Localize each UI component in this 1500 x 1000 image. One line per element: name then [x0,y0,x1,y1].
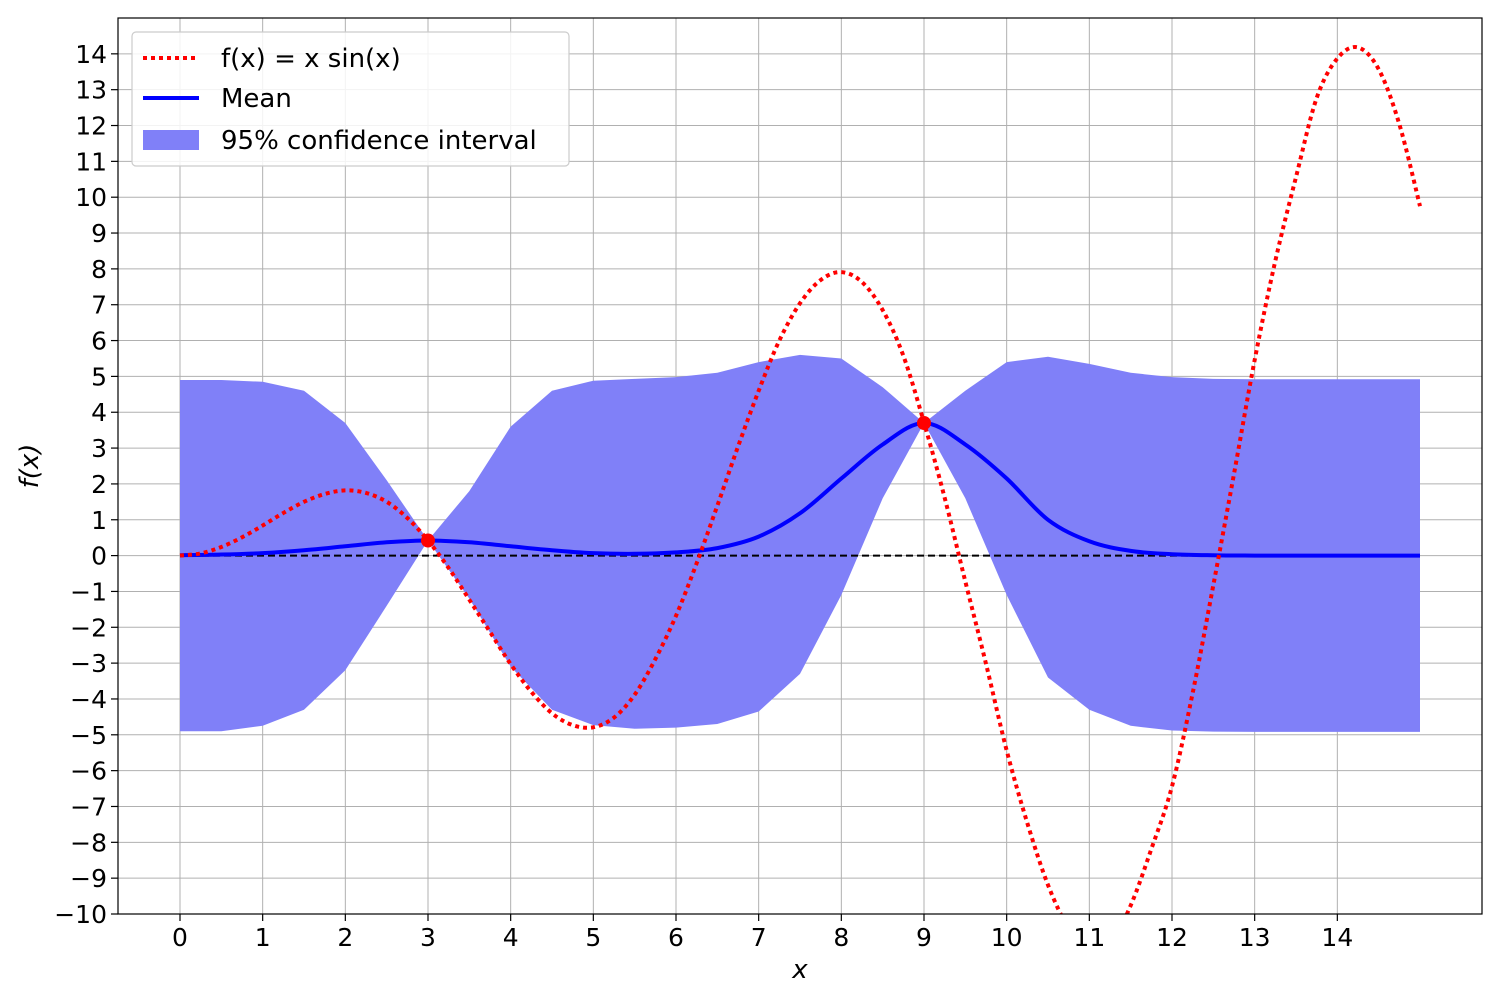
y-tick-label: −6 [70,757,107,786]
y-tick-label: 6 [91,327,107,356]
y-tick-label: 10 [75,183,107,212]
y-tick-label: −9 [70,864,107,893]
observation-point [421,533,435,548]
y-tick-label: 1 [91,506,107,535]
y-tick-label: −3 [70,649,107,678]
x-tick-label: 13 [1239,923,1271,952]
y-tick-label: 12 [75,112,107,141]
tick-labels: 0 1 2 3 4 5 6 7 8 9 10 11 12 13 14−10−9−8−7−6−5−4−3−2−… [54,40,1353,952]
y-axis-label: f(x) [15,444,45,489]
x-tick-label: 9 [916,923,932,952]
legend-function-label: f(x) = x sin(x) [221,44,401,74]
x-tick-label: 8 [833,923,849,952]
x-tick-label: 3 [420,923,436,952]
x-tick-label: 5 [585,923,601,952]
x-tick-label: 14 [1321,923,1353,952]
y-tick-label: −2 [70,613,107,642]
y-tick-label: −5 [70,721,107,750]
confidence-band [180,354,1420,732]
legend-band-swatch [143,130,199,150]
x-tick-label: 10 [991,923,1023,952]
x-tick-label: 0 [172,923,188,952]
plot-frame [117,17,1483,915]
observation-points [421,415,931,548]
x-tick-label: 4 [503,923,519,952]
x-tick-label: 6 [668,923,684,952]
legend-mean-label: Mean [221,84,292,114]
y-tick-label: 0 [91,542,107,571]
y-tick-label: 13 [75,76,107,105]
y-tick-label: −8 [70,828,107,857]
y-tick-label: −1 [70,577,107,606]
x-tick-label: 2 [337,923,353,952]
x-tick-label: 12 [1156,923,1188,952]
y-tick-label: 9 [91,219,107,248]
y-tick-label: 5 [91,362,107,391]
x-tick-label: 7 [751,923,767,952]
y-tick-label: 8 [91,255,107,284]
y-tick-label: 11 [75,147,107,176]
y-tick-label: 14 [75,40,107,69]
legend-box [131,31,570,167]
x-tick-label: 11 [1073,923,1105,952]
y-tick-label: 3 [91,434,107,463]
y-tick-label: −4 [70,685,107,714]
observation-point [917,415,931,430]
legend: f(x) = x sin(x) Mean 95% confidence inte… [131,31,570,167]
y-tick-label: 7 [91,291,107,320]
mean-line [179,420,1420,558]
y-tick-label: −7 [70,792,107,821]
x-axis-label: x [791,955,808,985]
series-lines [179,45,1422,914]
y-tick-label: 2 [91,470,107,499]
legend-band-label: 95% confidence interval [221,126,537,156]
y-tick-label: 4 [91,398,107,427]
x-tick-label: 1 [255,923,271,952]
y-tick-label: −10 [54,900,107,929]
axis-ticks [111,53,1338,921]
confidence-band-layer [180,354,1420,732]
